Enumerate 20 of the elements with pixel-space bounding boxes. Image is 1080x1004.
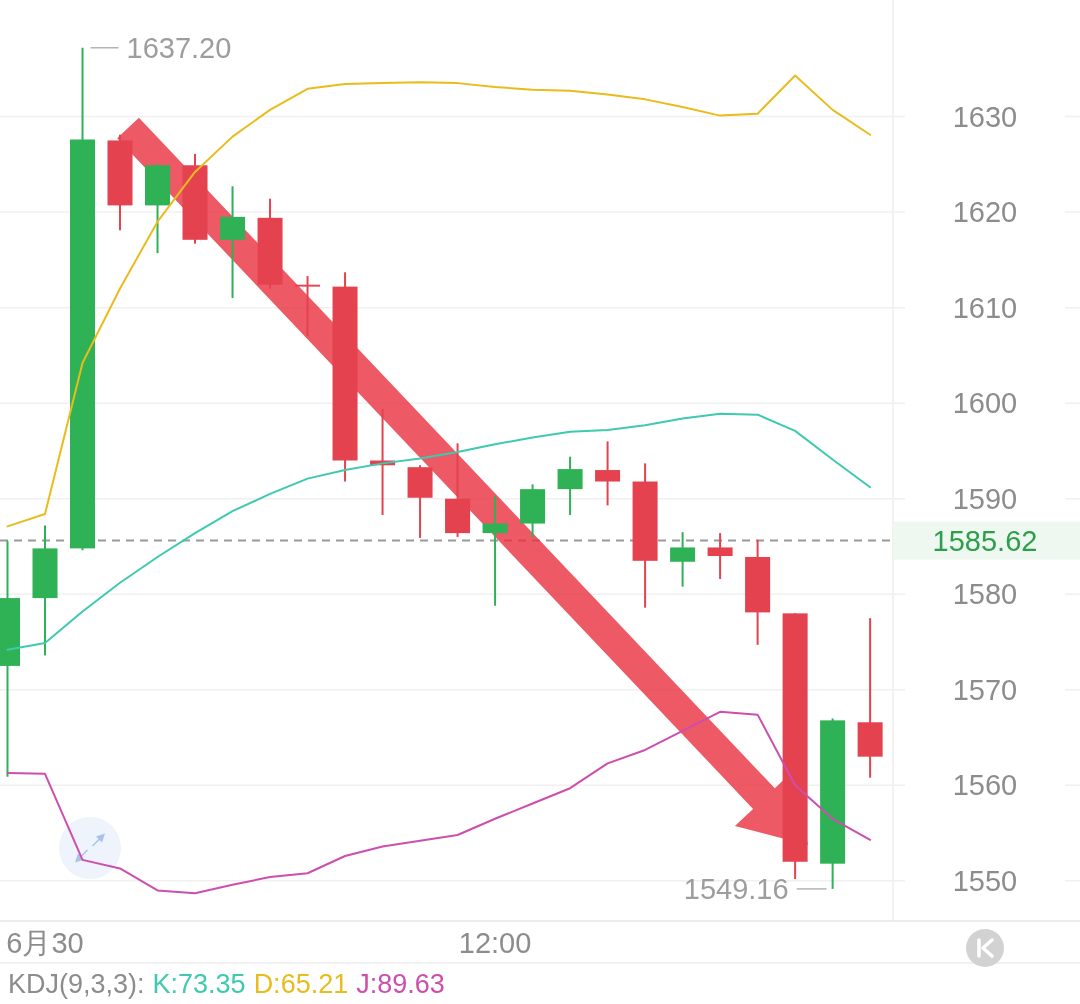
y-tick-label: 1610 [952, 291, 1018, 324]
text: K:73.35 [152, 969, 246, 999]
y-tick-label: 1630 [952, 100, 1018, 133]
y-tick-label: 1550 [952, 864, 1018, 897]
text: J:89.63 [356, 969, 445, 999]
annotation: 1549.16 [683, 872, 789, 905]
annotation: 1637.20 [126, 31, 232, 64]
text: KDJ(9,3,3): [8, 969, 145, 999]
note: 1549.16 [683, 872, 828, 905]
y-tick-label: 1620 [952, 196, 1018, 229]
y-tick-label: 1600 [952, 387, 1018, 420]
note: 1637.20 [89, 31, 232, 64]
ref-line-label: 1585.62 [932, 524, 1038, 557]
x-tick-label: 6月30 [6, 927, 84, 959]
y-tick-label: 1570 [952, 673, 1018, 706]
y-tick-label: 1560 [952, 769, 1018, 802]
y-tick-label: 1590 [952, 482, 1018, 515]
text: D:65.21 [253, 969, 349, 999]
x-tick-label: 12:00 [458, 927, 532, 959]
y-tick-label: 1580 [952, 578, 1018, 611]
